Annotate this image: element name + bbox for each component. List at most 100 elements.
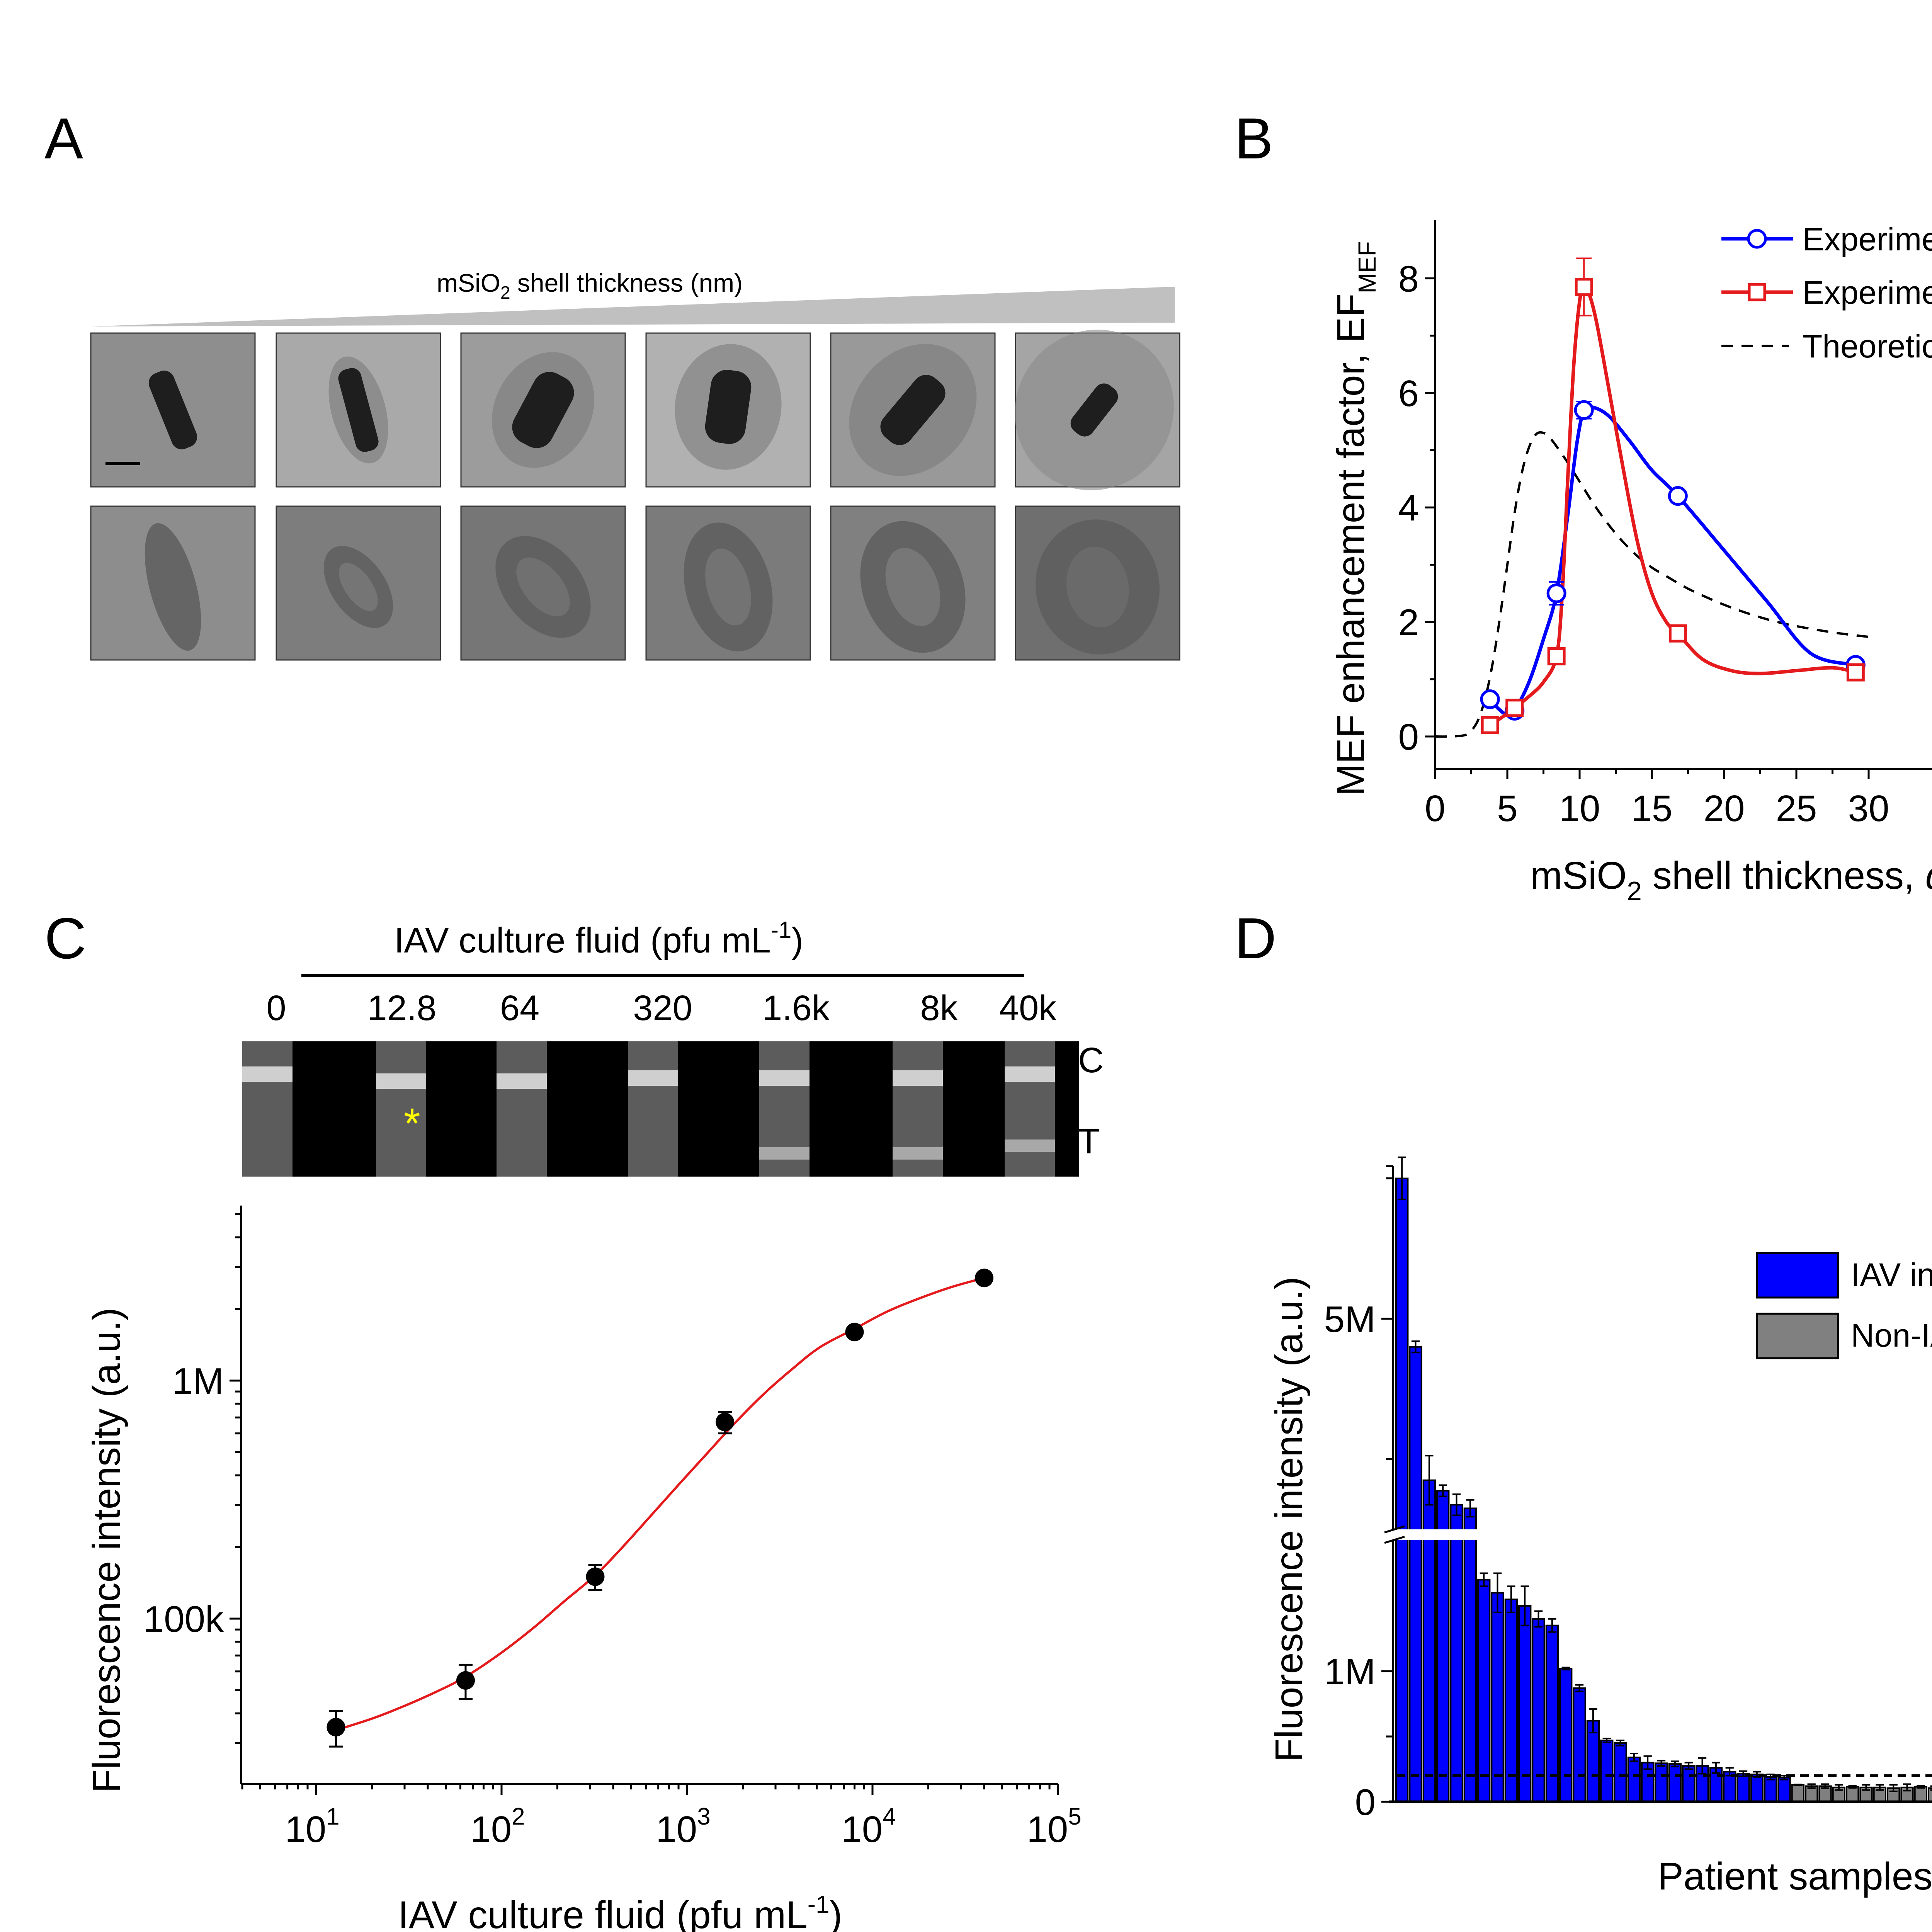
test-line bbox=[1005, 1139, 1055, 1152]
bar-non-iav bbox=[1859, 1784, 1873, 1803]
bar-iav-infected bbox=[1491, 1572, 1504, 1803]
tem-image-bottom bbox=[90, 505, 256, 661]
shell-cavity bbox=[1066, 546, 1129, 628]
legend-label-non-iav: Non-IAV bbox=[1851, 1317, 1932, 1354]
bar-iav-infected bbox=[1668, 1760, 1682, 1803]
tem-image-top bbox=[645, 332, 811, 488]
bar-iav-infected bbox=[1477, 1572, 1491, 1803]
bar bbox=[1600, 1740, 1614, 1803]
strip-line-label-control: C bbox=[1078, 1041, 1104, 1080]
control-line bbox=[628, 1070, 678, 1086]
panel-c-axes: 101 102 103 104 105 100k 1M bbox=[143, 1206, 1082, 1850]
control-line bbox=[497, 1073, 547, 1089]
y-tick-label: 0 bbox=[1355, 1782, 1376, 1823]
y-tick-label: 2 bbox=[1398, 602, 1419, 643]
bar-iav-infected bbox=[1655, 1760, 1668, 1803]
x-tick-label: 5 bbox=[1497, 788, 1517, 829]
bar-iav-infected bbox=[1518, 1585, 1532, 1803]
bar-iav-infected bbox=[1504, 1585, 1518, 1803]
shell-cavity bbox=[339, 563, 378, 611]
bar bbox=[1764, 1776, 1777, 1803]
panel-c-series bbox=[327, 1269, 993, 1748]
legend-marker-circle bbox=[1747, 229, 1767, 249]
y-tick-label: 8 bbox=[1398, 258, 1419, 299]
bar-iav-infected bbox=[1709, 1762, 1723, 1803]
bar-iav-infected bbox=[1436, 1484, 1450, 1803]
control-line bbox=[1005, 1066, 1055, 1082]
strip-concentration-labels: 0 12.8 64 320 1.6k 8k 40k bbox=[266, 988, 1057, 1028]
panel-b-legend: Experimental (solution) Experimental (me… bbox=[1721, 221, 1932, 364]
panel-label-b: B bbox=[1235, 106, 1273, 171]
strip-concentration-label: 1.6k bbox=[762, 988, 830, 1028]
x-tick-label: 102 bbox=[470, 1803, 525, 1850]
y-tick-label: 1M bbox=[1324, 1651, 1376, 1692]
gold-nanorod bbox=[148, 371, 197, 449]
strip-membrane bbox=[1005, 1041, 1055, 1177]
legend-swatch-iav bbox=[1756, 1252, 1839, 1299]
data-point bbox=[456, 1671, 475, 1690]
bar-iav-infected bbox=[1750, 1771, 1764, 1803]
bar bbox=[1846, 1786, 1859, 1803]
data-point bbox=[975, 1269, 993, 1287]
strip-membrane bbox=[497, 1041, 547, 1177]
membrane-curve bbox=[1489, 285, 1856, 727]
bar-iav-infected bbox=[1545, 1618, 1559, 1803]
bar bbox=[1559, 1668, 1573, 1803]
test-line bbox=[759, 1147, 810, 1160]
y-tick-label: 1M bbox=[172, 1361, 224, 1402]
legend-label-iav: IAV infected bbox=[1851, 1257, 1932, 1293]
wedge-title: mSiO2 shell thickness (nm) bbox=[437, 269, 743, 303]
bar bbox=[1627, 1757, 1641, 1803]
data-point-solution bbox=[1668, 486, 1688, 506]
y-tick-label: 4 bbox=[1398, 487, 1419, 529]
y-tick-label: 100k bbox=[143, 1599, 224, 1640]
bar bbox=[1463, 1507, 1477, 1803]
bar bbox=[1750, 1774, 1764, 1803]
fit-curve bbox=[335, 1277, 985, 1731]
test-strip bbox=[242, 1041, 293, 1177]
tem-image-bottom bbox=[460, 505, 626, 661]
bar bbox=[1573, 1687, 1586, 1803]
control-line bbox=[759, 1070, 810, 1086]
axis-break-mark bbox=[1384, 1536, 1405, 1544]
data-point bbox=[715, 1413, 734, 1432]
bar-non-iav bbox=[1887, 1784, 1900, 1803]
gold-nanorod bbox=[705, 370, 752, 444]
y-tick-label: 5M bbox=[1324, 1299, 1376, 1340]
theoretical-curve bbox=[1435, 431, 1869, 738]
data-point-membrane bbox=[1481, 716, 1499, 734]
bar-non-iav bbox=[1914, 1785, 1928, 1803]
tem-image-grid bbox=[90, 330, 1180, 661]
x-tick-label: 103 bbox=[656, 1803, 710, 1850]
data-point-membrane bbox=[1505, 699, 1524, 717]
panel-d-chart: 0 1M 5M Patient samples Fluorescence inten… bbox=[1267, 1156, 1932, 1898]
panel-d-xlabel: Patient samples bbox=[1658, 1855, 1932, 1898]
panel-c-ylabel: Fluorescence intensity (a.u.) bbox=[85, 1308, 128, 1793]
bar bbox=[1491, 1592, 1504, 1803]
panel-label-d: D bbox=[1235, 906, 1276, 971]
gold-nanorod bbox=[880, 375, 946, 445]
data-point-membrane bbox=[1668, 624, 1687, 643]
bar bbox=[1736, 1773, 1750, 1803]
strip-concentration-label: 8k bbox=[920, 988, 958, 1028]
thickness-wedge bbox=[91, 287, 1175, 327]
tem-image-top bbox=[830, 332, 996, 488]
data-point bbox=[845, 1323, 864, 1342]
bar bbox=[1409, 1346, 1422, 1803]
tem-image-bottom bbox=[830, 505, 996, 661]
strip-membrane bbox=[628, 1041, 678, 1177]
panel-b-series bbox=[1435, 257, 1869, 738]
asterisk-marker: * bbox=[404, 1100, 420, 1147]
bar-non-iav bbox=[1873, 1784, 1887, 1803]
strip-concentration-label: 64 bbox=[500, 988, 539, 1028]
bar bbox=[1504, 1599, 1518, 1803]
strip-concentration-label: 0 bbox=[266, 988, 286, 1028]
panel-label-c: C bbox=[44, 906, 86, 971]
bar-iav-infected bbox=[1586, 1708, 1600, 1803]
panel-b-chart: 0 5 10 15 20 25 30 0 2 4 6 8 mSiO2 shell thickness,… bbox=[1329, 220, 1932, 906]
panel-a-tem-images: mSiO2 shell thickness (nm) bbox=[90, 269, 1180, 661]
x-tick-label: 104 bbox=[841, 1803, 896, 1850]
bar bbox=[1791, 1784, 1805, 1803]
x-tick-label: 15 bbox=[1631, 788, 1673, 829]
